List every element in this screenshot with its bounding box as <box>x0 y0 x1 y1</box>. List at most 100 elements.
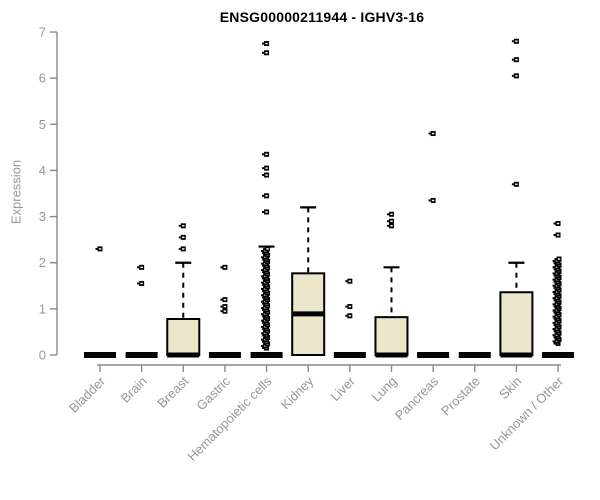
outlier-nub <box>262 174 265 177</box>
boxplot-pancreas <box>417 131 450 358</box>
outlier-nub <box>220 266 223 269</box>
x-tick-label: Lung <box>369 374 400 405</box>
outlier-nub <box>262 194 265 197</box>
y-tick-label: 2 <box>39 255 46 270</box>
outlier-hole <box>265 153 268 155</box>
outlier-point <box>220 308 228 314</box>
y-tick-label: 5 <box>39 117 46 132</box>
outlier-nub <box>261 344 264 347</box>
flat-box <box>250 352 283 358</box>
x-tick-label: Brain <box>118 374 150 406</box>
x-tick-label: Pancreas <box>392 373 442 423</box>
outlier-point <box>137 264 145 270</box>
outlier-nub <box>261 300 264 303</box>
outlier-nub <box>552 309 555 312</box>
outlier-point <box>220 264 228 270</box>
outlier-nub <box>552 334 555 337</box>
outlier-nub <box>261 249 264 252</box>
outlier-hole <box>515 183 518 185</box>
outlier-nub <box>386 220 389 223</box>
outlier-nub <box>511 74 514 77</box>
outlier-nub <box>262 210 265 213</box>
chart-title: ENSG00000211944 - IGHV3-16 <box>219 9 425 25</box>
flat-box <box>542 352 575 358</box>
outlier-hole <box>265 42 268 45</box>
y-tick-label: 6 <box>39 71 46 86</box>
outlier-hole <box>348 280 352 282</box>
outlier-point <box>262 41 270 47</box>
outlier-point <box>554 256 562 262</box>
outlier-point <box>553 232 561 238</box>
outlier-nub <box>552 321 555 324</box>
outlier-nub <box>552 284 555 287</box>
outlier-hole <box>557 258 561 260</box>
box <box>166 318 201 357</box>
outlier-hole <box>265 52 268 54</box>
outlier-nub <box>263 247 266 250</box>
outlier-point <box>262 209 270 215</box>
outlier-nub <box>261 287 264 290</box>
outlier-hole <box>556 222 560 225</box>
flat-box <box>458 352 491 358</box>
y-tick-label: 1 <box>39 301 46 316</box>
outlier-nub <box>511 40 514 43</box>
outlier-nub <box>386 224 389 227</box>
outlier-hole <box>182 225 185 227</box>
outlier-point <box>178 246 186 252</box>
outlier-nub <box>262 42 265 45</box>
outlier-point <box>137 280 145 286</box>
outlier-hole <box>348 305 352 308</box>
outlier-hole <box>182 248 185 250</box>
x-tick-label: Bladder <box>66 373 109 416</box>
x-tick-label: Breast <box>154 373 191 410</box>
outlier-nub <box>261 306 264 309</box>
outlier-nub <box>178 224 181 227</box>
outlier-point <box>263 246 271 252</box>
flat-box <box>417 352 450 358</box>
outlier-nub <box>552 340 555 343</box>
boxplot-skin <box>499 38 534 358</box>
outlier-nub <box>220 305 223 308</box>
outlier-hole <box>98 248 102 250</box>
x-tick-label: Liver <box>327 373 358 404</box>
outlier-hole <box>265 211 268 213</box>
outlier-hole <box>266 248 269 250</box>
outlier-nub <box>261 338 264 341</box>
outlier-nub <box>552 290 555 293</box>
box <box>374 316 409 356</box>
outlier-point <box>386 218 394 224</box>
flat-box <box>84 352 116 358</box>
flat-box <box>333 352 366 358</box>
outlier-hole <box>390 213 393 215</box>
outlier-nub <box>178 247 181 250</box>
outlier-point <box>511 57 519 63</box>
boxplot-hematopoietic-cells <box>250 41 283 358</box>
outlier-hole <box>390 225 393 227</box>
outlier-hole <box>265 195 268 197</box>
outlier-hole <box>431 132 435 135</box>
outlier-hole <box>515 75 518 77</box>
outlier-point <box>386 223 394 229</box>
outlier-nub <box>261 313 264 316</box>
boxplot-prostate <box>458 352 491 358</box>
boxplot-unknown-other <box>542 221 575 358</box>
outlier-hole <box>348 315 352 317</box>
outlier-nub <box>262 153 265 156</box>
outlier-hole <box>140 282 143 285</box>
outlier-nub <box>511 183 514 186</box>
x-tick-label: Skin <box>496 374 524 402</box>
outlier-hole <box>390 220 393 222</box>
outlier-point <box>220 304 228 310</box>
y-tick-label: 0 <box>39 348 46 363</box>
outlier-point <box>220 297 228 303</box>
outlier-nub <box>552 272 555 275</box>
outlier-point <box>428 197 436 203</box>
outlier-nub <box>262 167 265 170</box>
outlier-nub <box>261 325 264 328</box>
outlier-nub <box>178 236 181 239</box>
x-tick-label: Kidney <box>278 373 317 412</box>
y-tick-label: 7 <box>39 25 46 40</box>
outlier-nub <box>220 298 223 301</box>
